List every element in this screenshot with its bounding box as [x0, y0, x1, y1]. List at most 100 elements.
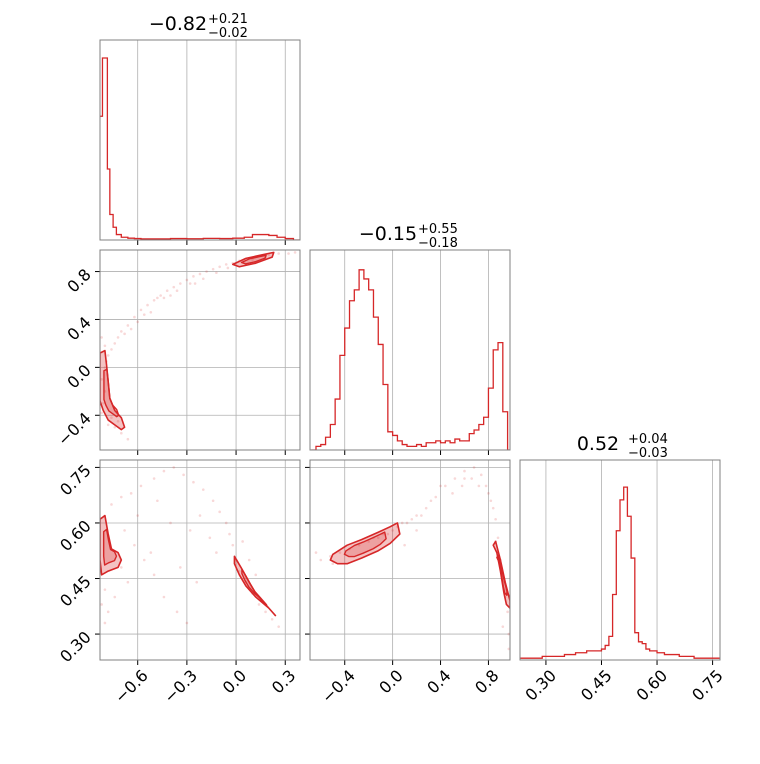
- scatter-p0-p1-point-19: [179, 282, 182, 285]
- scatter-p0-p2-point-12: [211, 499, 215, 503]
- scatter-p0-p2-point-37: [169, 521, 172, 525]
- scatter-p0-p2-point-39: [198, 514, 202, 517]
- title-p0-median: −0.82: [149, 13, 207, 35]
- xaxis-p0-xtick-label-2: 0.0: [219, 666, 250, 697]
- scatter-p0-p1-frame: [99, 249, 301, 451]
- scatter-p0-p2-point-4: [129, 492, 133, 495]
- scatter-p1-p2-point-29: [429, 499, 433, 503]
- scatter-p1-p2-point-20: [494, 517, 497, 521]
- scatter-p0-p1-point-9: [116, 336, 120, 339]
- scatter-p0-p1-point-59: [156, 296, 159, 300]
- scatter-p1-p2-point-15: [463, 469, 466, 473]
- scatter-p1-p2-point-31: [410, 517, 414, 521]
- histogram-p2: [519, 459, 721, 665]
- scatter-p0-p2-point-8: [172, 466, 176, 469]
- scatter-p0-p1-point-13: [139, 308, 143, 312]
- scatter-p0-p1-point-45: [116, 419, 120, 423]
- scatter-p1-p2-points: [314, 466, 510, 651]
- scatter-p0-p1-point-47: [110, 416, 113, 419]
- histogram-p0-step: [100, 57, 300, 240]
- scatter-p1-p2-point-7: [386, 532, 390, 536]
- title-p0-minus: −0.02: [208, 26, 248, 41]
- scatter-p0-p2-point-16: [231, 543, 235, 547]
- scatter-p1-p2-point-43: [415, 529, 418, 532]
- yaxis-p1-ytick-label-0: −0.4: [54, 409, 95, 450]
- scatter-p0-p2-point-44: [254, 573, 258, 577]
- scatter-p0-p1-point-43: [120, 431, 123, 435]
- yaxis-p2-ytick-label-2: 0.60: [56, 516, 95, 555]
- title-p1-plus: +0.55: [418, 222, 458, 237]
- scatter-p0-p2-point-9: [182, 473, 185, 477]
- scatter-p0-p2-point-5: [139, 484, 143, 488]
- scatter-p0-p2-point-15: [228, 532, 231, 536]
- scatter-p1-p2-point-39: [477, 484, 481, 488]
- scatter-p1-p2-point-18: [484, 484, 488, 488]
- scatter-p1-p2-point-16: [472, 466, 476, 469]
- scatter-p0-p1-point-40: [136, 320, 140, 324]
- scatter-p1-p2-point-44: [331, 562, 335, 566]
- scatter-p0-p2-point-48: [179, 566, 182, 569]
- scatter-p0-p2-contour-right-cluster: [233, 555, 277, 617]
- xaxis-p1-xtick-label-0: −0.4: [318, 666, 359, 707]
- scatter-p0-p2-point-13: [218, 510, 221, 514]
- scatter-p0-p2-point-33: [126, 580, 130, 584]
- scatter-p1-p2-frame: [309, 459, 511, 661]
- scatter-p0-p2-contour-left-cluster-inner: [102, 528, 118, 566]
- scatter-p1-p2-point-17: [479, 473, 483, 477]
- yaxis-p1-ytick-label-3: 0.8: [63, 265, 94, 296]
- scatter-p0-p1-point-39: [215, 271, 218, 275]
- scatter-p0-p2-point-3: [120, 495, 123, 499]
- scatter-p0-p2-point-32: [120, 566, 123, 569]
- scatter-p0-p2-contour-right-cluster-inner: [241, 568, 268, 606]
- scatter-p0-p1-point-37: [188, 282, 192, 285]
- xaxis-p2-xtick-label-0: 0.30: [521, 666, 560, 705]
- scatter-p1-p2-point-32: [400, 521, 404, 525]
- scatter-p0-p1-point-18: [172, 285, 176, 289]
- scatter-p0-p1-points: [100, 251, 297, 441]
- scatter-p0-p2-point-34: [113, 595, 117, 599]
- scatter-p0-p1-point-33: [287, 252, 290, 255]
- scatter-p1-p2-point-46: [501, 625, 505, 628]
- scatter-p0-p2-point-23: [270, 617, 274, 621]
- scatter-p0-p1-point-54: [149, 310, 153, 314]
- histogram-p2-frame: [519, 459, 721, 661]
- scatter-p0-p2-point-29: [162, 595, 166, 599]
- scatter-p0-p2-point-36: [156, 499, 159, 503]
- scatter-p1-p2-point-5: [367, 540, 370, 543]
- histogram-p1: [309, 249, 511, 455]
- scatter-p0-p2-point-41: [215, 551, 218, 554]
- scatter-p1-p2-point-11: [424, 506, 428, 510]
- scatter-p0-p2-point-28: [152, 573, 156, 577]
- scatter-p1-p2-contour-right-cluster-inner: [496, 554, 508, 596]
- scatter-p0-p1-point-7: [110, 348, 113, 351]
- scatter-p1-p2-contour-left-cluster-inner: [343, 531, 387, 558]
- scatter-p0-p2-frame: [99, 459, 301, 661]
- xaxis-p1-xtick-label-3: 0.8: [471, 666, 502, 697]
- scatter-p0-p2-point-2: [110, 503, 113, 506]
- histogram-p0-frame: [99, 39, 301, 241]
- xaxis-p0-xtick-label-3: 0.3: [268, 666, 299, 697]
- scatter-p1-p2-point-28: [439, 484, 442, 488]
- yaxis-p2-ytick-label-1: 0.45: [56, 572, 95, 611]
- scatter-p1-p2-point-38: [470, 477, 473, 480]
- scatter-p0-p2-point-0: [100, 603, 103, 606]
- scatter-p0-p2-point-26: [133, 543, 136, 547]
- histogram-p1-step: [311, 269, 510, 450]
- scatter-p0-p1-point-23: [205, 270, 208, 273]
- scatter-p0-p1-point-20: [185, 278, 189, 282]
- scatter-p0-p2: [95, 459, 301, 665]
- scatter-p0-p1-point-14: [146, 303, 149, 307]
- scatter-p0-p2-point-49: [195, 580, 199, 584]
- scatter-p0-p1-point-0: [100, 411, 103, 415]
- scatter-p1-p2-point-41: [491, 506, 495, 510]
- title-p0-plus: +0.21: [208, 12, 248, 27]
- scatter-p1-p2-point-10: [415, 514, 418, 517]
- scatter-p0-p2-point-27: [142, 558, 146, 562]
- scatter-p0-p1-point-36: [175, 289, 179, 293]
- scatter-p1-p2: [305, 459, 511, 665]
- title-p1-median: −0.15: [359, 223, 417, 245]
- scatter-p0-p1-point-35: [162, 296, 166, 300]
- scatter-p0-p1-point-15: [152, 298, 156, 302]
- scatter-p0-p2-point-43: [247, 558, 251, 562]
